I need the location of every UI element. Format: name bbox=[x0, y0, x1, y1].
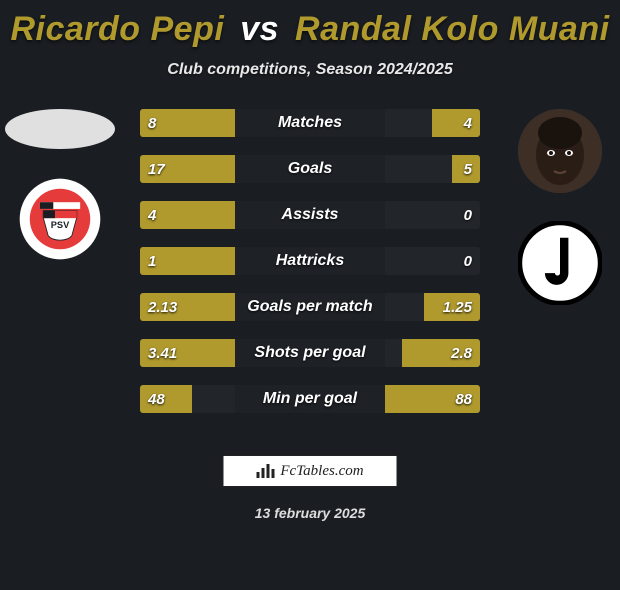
stat-value-right: 0 bbox=[456, 247, 480, 275]
player1-name: Ricardo Pepi bbox=[10, 10, 224, 48]
stat-label: Goals per match bbox=[235, 293, 385, 321]
stat-label: Matches bbox=[235, 109, 385, 137]
player2-name: Randal Kolo Muani bbox=[295, 10, 610, 48]
brand-text: FcTables.com bbox=[280, 463, 363, 480]
stat-row: Goals per match 2.13 1.25 bbox=[140, 293, 480, 321]
comparison-title: Ricardo Pepi vs Randal Kolo Muani bbox=[0, 10, 620, 49]
stat-value-right: 88 bbox=[447, 385, 480, 413]
player2-avatar bbox=[518, 109, 602, 193]
vs-text: vs bbox=[240, 10, 279, 48]
stat-row: Goals 17 5 bbox=[140, 155, 480, 183]
stat-value-left: 1 bbox=[140, 247, 164, 275]
brand-bars-icon bbox=[256, 464, 274, 478]
stat-bars: Matches 8 4 Goals 17 5 Assists 4 0 Hattricks 1 0 Goa… bbox=[140, 109, 480, 431]
stat-label: Hattricks bbox=[235, 247, 385, 275]
stat-value-left: 4 bbox=[140, 201, 164, 229]
stat-value-right: 5 bbox=[456, 155, 480, 183]
svg-text:PSV: PSV bbox=[51, 220, 70, 230]
stat-value-left: 17 bbox=[140, 155, 173, 183]
stat-value-right: 4 bbox=[456, 109, 480, 137]
right-player-column bbox=[500, 109, 620, 369]
stat-label: Min per goal bbox=[235, 385, 385, 413]
stat-value-left: 3.41 bbox=[140, 339, 185, 367]
comparison-chart: PSV Matches 8 4 Goals 17 5 Assists bbox=[0, 109, 620, 439]
stat-label: Assists bbox=[235, 201, 385, 229]
stat-value-right: 0 bbox=[456, 201, 480, 229]
player1-club-badge: PSV bbox=[18, 177, 102, 261]
subtitle: Club competitions, Season 2024/2025 bbox=[0, 61, 620, 79]
brand-badge: FcTables.com bbox=[223, 455, 398, 487]
stat-value-left: 48 bbox=[140, 385, 173, 413]
footer-date: 13 february 2025 bbox=[0, 505, 620, 521]
stat-value-left: 8 bbox=[140, 109, 164, 137]
stat-row: Hattricks 1 0 bbox=[140, 247, 480, 275]
player2-club-badge bbox=[518, 221, 602, 305]
stat-row: Shots per goal 3.41 2.8 bbox=[140, 339, 480, 367]
stat-row: Assists 4 0 bbox=[140, 201, 480, 229]
stat-row: Matches 8 4 bbox=[140, 109, 480, 137]
stat-value-left: 2.13 bbox=[140, 293, 185, 321]
player1-avatar bbox=[5, 109, 115, 149]
stat-label: Shots per goal bbox=[235, 339, 385, 367]
stat-row: Min per goal 48 88 bbox=[140, 385, 480, 413]
stat-value-right: 2.8 bbox=[443, 339, 480, 367]
left-player-column: PSV bbox=[0, 109, 120, 369]
stat-label: Goals bbox=[235, 155, 385, 183]
stat-value-right: 1.25 bbox=[435, 293, 480, 321]
